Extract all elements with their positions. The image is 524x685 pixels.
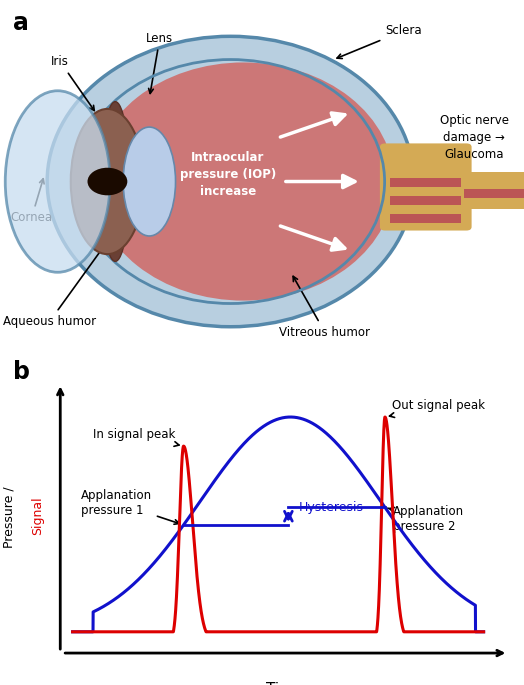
Bar bbox=[464, 189, 524, 198]
Text: Time: Time bbox=[266, 682, 303, 685]
Text: Aqueous humor: Aqueous humor bbox=[3, 238, 110, 328]
Ellipse shape bbox=[71, 109, 144, 254]
Text: a: a bbox=[13, 11, 29, 35]
Bar bbox=[390, 214, 461, 223]
Text: Out signal peak: Out signal peak bbox=[389, 399, 485, 417]
Bar bbox=[464, 173, 524, 209]
Bar bbox=[390, 196, 461, 205]
Ellipse shape bbox=[93, 62, 394, 301]
Text: Applanation
pressure 1: Applanation pressure 1 bbox=[81, 488, 179, 524]
Text: Signal: Signal bbox=[31, 496, 44, 535]
Ellipse shape bbox=[101, 101, 130, 262]
Text: Cornea: Cornea bbox=[10, 179, 52, 224]
Text: Applanation
pressure 2: Applanation pressure 2 bbox=[388, 505, 464, 533]
Text: Vitreous humor: Vitreous humor bbox=[279, 276, 370, 338]
Text: Pressure /: Pressure / bbox=[3, 483, 16, 548]
Text: Optic nerve
damage →
Glaucoma: Optic nerve damage → Glaucoma bbox=[440, 114, 509, 162]
Text: Lens: Lens bbox=[146, 32, 173, 93]
Circle shape bbox=[88, 168, 127, 195]
Text: In signal peak: In signal peak bbox=[93, 428, 179, 447]
Bar bbox=[390, 178, 461, 187]
Text: Sclera: Sclera bbox=[337, 25, 422, 58]
FancyBboxPatch shape bbox=[380, 143, 472, 231]
Text: b: b bbox=[13, 360, 30, 384]
Text: Iris: Iris bbox=[51, 55, 94, 110]
Ellipse shape bbox=[5, 90, 110, 272]
Ellipse shape bbox=[47, 36, 414, 327]
Text: Hysteresis: Hysteresis bbox=[299, 501, 364, 514]
Text: Intraocular
pressure (IOP)
increase: Intraocular pressure (IOP) increase bbox=[180, 151, 276, 198]
Ellipse shape bbox=[123, 127, 176, 236]
